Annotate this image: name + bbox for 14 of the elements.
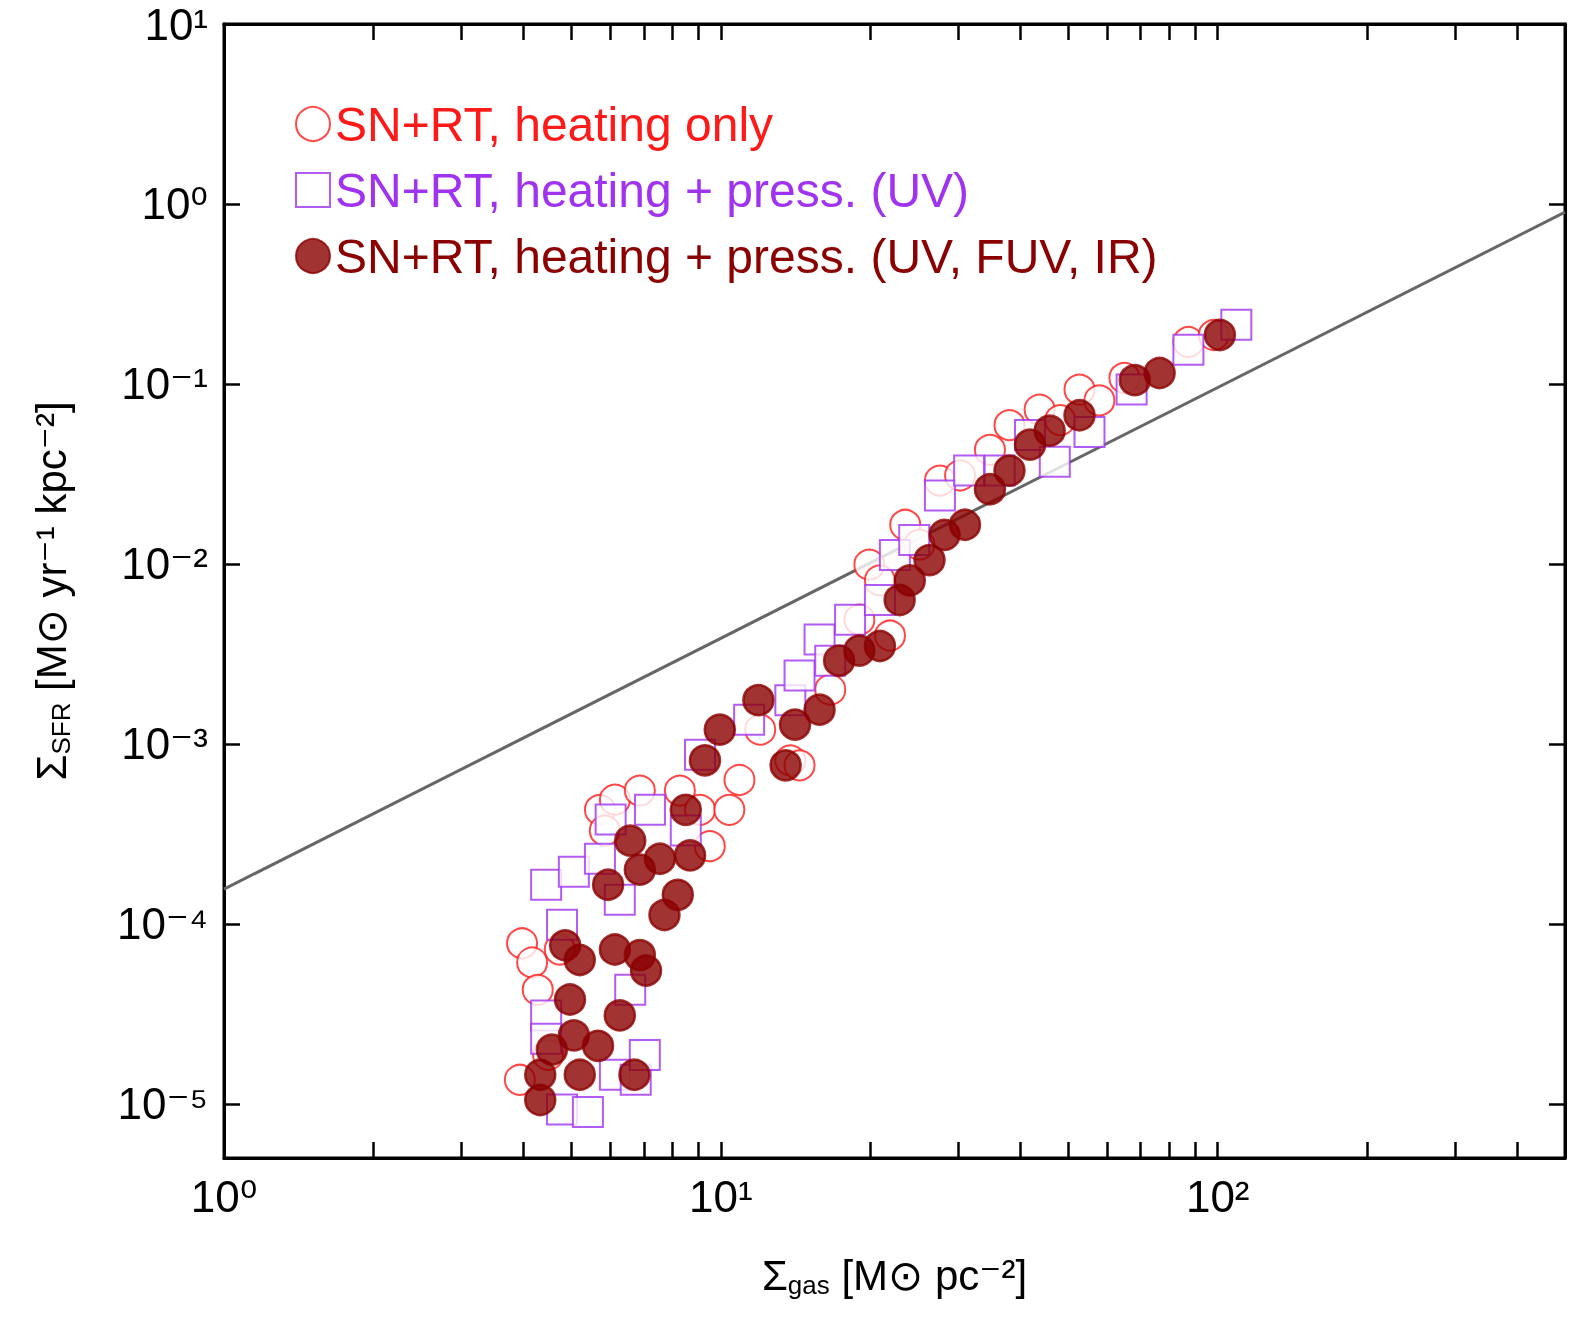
legend-label: SN+RT, heating + press. (UV): [335, 163, 970, 217]
y-tick-label: 10⁻⁴: [116, 899, 208, 949]
x-tick-label: 10⁰: [190, 1171, 258, 1221]
y-tick-label: 10⁻¹: [121, 359, 208, 409]
legend-label: SN+RT, heating only: [335, 97, 774, 151]
y-tick-label: 10⁻²: [121, 539, 208, 589]
y-axis-title: ΣSFR [M⊙ yr⁻¹ kpc⁻²]: [28, 401, 76, 781]
y-tick-label: 10⁰: [141, 179, 208, 229]
y-tick-label: 10⁻³: [121, 719, 208, 769]
y-tick-label: 10¹: [144, 0, 208, 49]
legend-label: SN+RT, heating + press. (UV, FUV, IR): [335, 229, 1158, 283]
y-tick-label: 10⁻⁵: [117, 1079, 208, 1129]
x-tick-label: 10¹: [689, 1171, 753, 1221]
x-tick-label: 10²: [1185, 1171, 1250, 1221]
